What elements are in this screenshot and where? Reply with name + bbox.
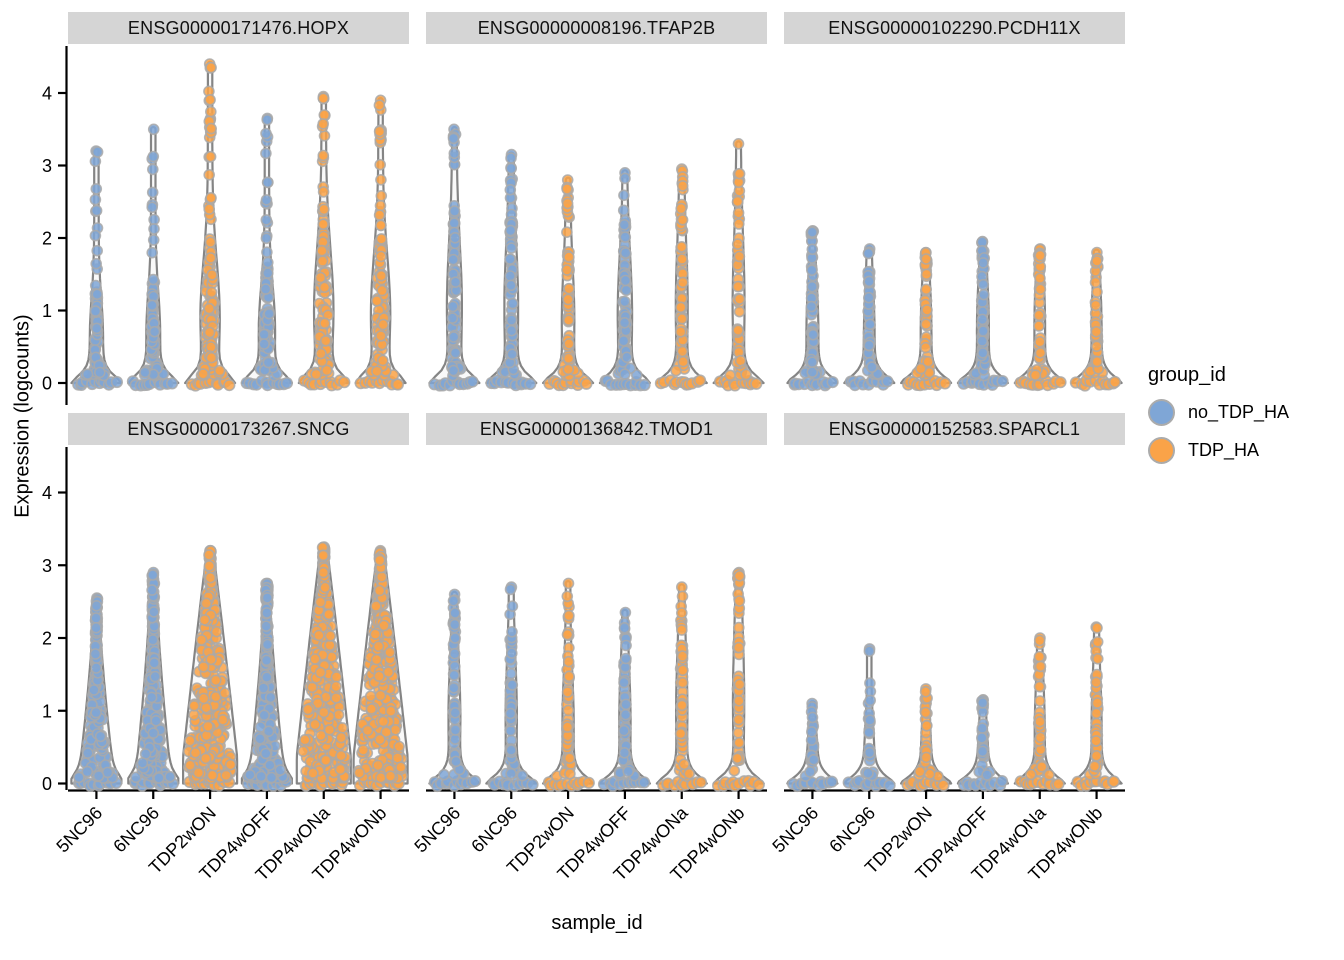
facet-panel xyxy=(70,541,409,792)
violin-TDP4wOFF xyxy=(240,577,293,792)
svg-text:2: 2 xyxy=(42,229,52,249)
violin-TDP2wON xyxy=(900,683,953,793)
violin-TDP4wONb xyxy=(711,566,765,792)
violin-TDP4wOFF xyxy=(956,235,1009,391)
violin-6NC96 xyxy=(842,643,896,792)
violin-TDP4wOFF xyxy=(598,167,651,392)
legend-swatch-no-tdp-ha-icon xyxy=(1148,399,1175,426)
violin-TDP4wONb xyxy=(354,94,407,391)
violin-6NC96 xyxy=(485,148,538,392)
violin-TDP4wONa xyxy=(1013,243,1067,392)
y-axis-row1: 0 1 2 3 4 xyxy=(42,447,68,794)
violin-6NC96 xyxy=(843,243,896,392)
facet-panel xyxy=(428,566,765,793)
violin-5NC96 xyxy=(70,592,123,792)
violin-5NC96 xyxy=(786,697,839,793)
svg-text:5NC96: 5NC96 xyxy=(52,803,106,857)
svg-text:3: 3 xyxy=(42,556,52,576)
facet-panel xyxy=(786,225,1123,392)
violin-TDP2wON xyxy=(542,174,595,392)
legend-item: TDP_HA xyxy=(1148,437,1289,464)
violin-TDP4wONb xyxy=(712,138,765,392)
violin-TDP4wONb xyxy=(352,544,409,792)
svg-text:0: 0 xyxy=(42,774,52,794)
violin-TDP4wOFF xyxy=(597,606,651,793)
violin-TDP2wON xyxy=(542,577,595,792)
facet-panel xyxy=(428,123,765,392)
violin-TDP4wONa xyxy=(655,581,708,792)
svg-text:1: 1 xyxy=(42,701,52,721)
svg-text:0: 0 xyxy=(42,374,52,394)
facet-strip: ENSG00000102290.PCDH11X xyxy=(784,12,1125,44)
legend-item-label: TDP_HA xyxy=(1188,440,1260,460)
violin-5NC96 xyxy=(786,225,839,392)
violin-TDP4wONb xyxy=(1070,621,1123,792)
svg-text:4: 4 xyxy=(42,483,52,503)
violin-TDP4wONa xyxy=(295,541,352,792)
svg-text:6NC96: 6NC96 xyxy=(109,803,163,857)
y-axis-row0: 0 1 2 3 4 xyxy=(42,46,68,405)
violin-TDP4wONa xyxy=(654,163,708,391)
x-axis: 5NC96 6NC96TDP2wONTDP4wOFFTDP4wONaTDP4wON… xyxy=(52,789,1125,885)
x-axis-title: sample_id xyxy=(551,912,643,934)
legend-title: group_id xyxy=(1148,364,1226,386)
violin-5NC96 xyxy=(70,145,123,392)
violin-TDP2wON xyxy=(184,58,237,392)
violin-TDP2wON xyxy=(900,246,953,392)
facet-strip: ENSG00000152583.SPARCL1 xyxy=(784,413,1125,445)
violin-TDP4wONa xyxy=(1013,632,1066,792)
svg-text:6NC96: 6NC96 xyxy=(467,803,521,857)
violin-TDP4wONa xyxy=(297,90,351,392)
facet-strip: ENSG00000136842.TMOD1 xyxy=(426,413,767,445)
legend-item: no_TDP_HA xyxy=(1148,399,1289,426)
violin-TDP2wON xyxy=(182,544,239,792)
facet-strip: ENSG00000008196.TFAP2B xyxy=(426,12,767,44)
facet-panel xyxy=(786,621,1123,793)
legend: group_id no_TDP_HA TDP_HA xyxy=(1148,364,1289,475)
svg-text:3: 3 xyxy=(42,156,52,176)
svg-text:5NC96: 5NC96 xyxy=(410,803,464,857)
violin-5NC96 xyxy=(428,123,481,392)
violin-6NC96 xyxy=(126,123,180,392)
facet-panel xyxy=(70,58,407,392)
violin-5NC96 xyxy=(428,588,482,793)
violin-6NC96 xyxy=(485,581,539,793)
facet-strip: ENSG00000171476.HOPX xyxy=(68,12,409,44)
violin-TDP4wONb xyxy=(1069,246,1123,392)
legend-item-label: no_TDP_HA xyxy=(1188,402,1290,422)
violin-TDP4wOFF xyxy=(240,112,294,392)
svg-text:6NC96: 6NC96 xyxy=(825,803,879,857)
violin-TDP4wOFF xyxy=(956,693,1009,792)
svg-text:2: 2 xyxy=(42,629,52,649)
y-axis-title: Expression (logcounts) xyxy=(11,314,34,518)
svg-text:4: 4 xyxy=(42,84,52,104)
facet-strip: ENSG00000173267.SNCG xyxy=(68,413,409,445)
violin-6NC96 xyxy=(127,566,180,792)
svg-text:5NC96: 5NC96 xyxy=(768,803,822,857)
legend-swatch-tdp-ha-icon xyxy=(1148,437,1175,464)
svg-text:1: 1 xyxy=(42,301,52,321)
